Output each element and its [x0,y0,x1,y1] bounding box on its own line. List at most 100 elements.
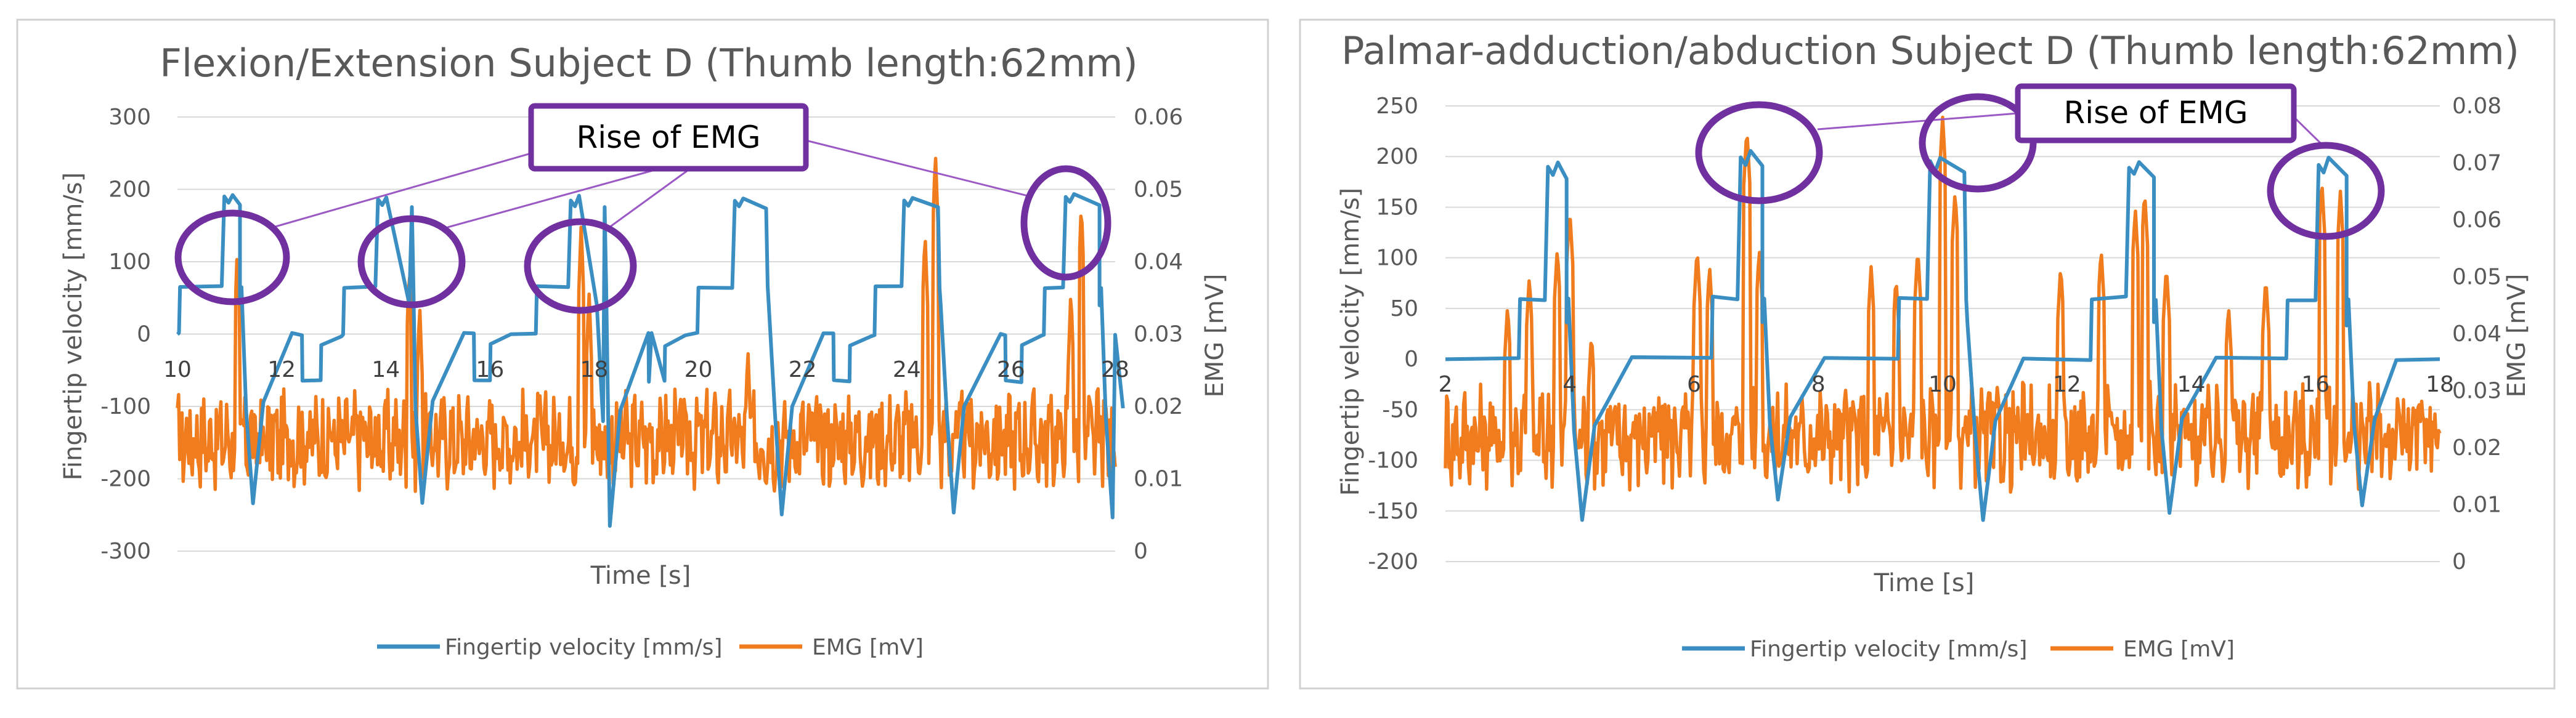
x-axis-label: Time [s] [1874,569,1975,597]
x-axis-label: Time [s] [590,562,691,590]
y-axis-ticks: -200 -150 -100 -50 0 50 100 150 200 250 [1368,94,1418,575]
y-tick-label: -200 [100,467,151,492]
callout-box [2015,83,2297,143]
y-tick-label: 0 [1404,347,1418,372]
y-tick-label: 100 [1376,246,1418,271]
callout-box [528,103,809,172]
callout-label: Rise of EMG [2064,95,2248,131]
y2-tick-label: 0.04 [2452,321,2501,347]
y2-axis-ticks: 0 0.01 0.02 0.03 0.04 0.05 0.06 0.07 0.08 [2452,94,2501,575]
y-tick-label: 300 [108,105,151,130]
callout-connector [2293,116,2324,147]
y2-tick-label: 0.05 [2452,265,2501,290]
y-tick-label: -200 [1368,549,1418,575]
x-tick-label: 24 [893,357,921,382]
y2-tick-label: 0.08 [2452,94,2501,119]
x-tick-label: 18 [2426,372,2454,397]
highlight-ellipse [2267,142,2385,240]
y2-tick-label: 0.01 [2452,493,2501,518]
y-tick-label: 250 [1376,94,1418,119]
plot-series [176,156,1125,528]
y2-tick-label: 0.06 [2452,208,2501,233]
x-tick-label: 22 [789,357,817,382]
x-tick-label: 18 [580,357,609,382]
y-tick-label: 150 [1376,195,1418,220]
y2-tick-label: 0 [2452,549,2466,575]
x-tick-label: 14 [2177,372,2206,397]
chart-panel-palmar: Palmar-adduction/abduction Subject D (Th… [1288,0,2576,718]
y-tick-label: 100 [108,249,151,275]
emg-series-line [176,156,1117,493]
annotation-group: Rise of EMG [174,103,1111,314]
y2-tick-label: 0.02 [2452,435,2501,461]
x-tick-label: 8 [1811,372,1826,397]
chart-title: Flexion/Extension Subject D (Thumb lengt… [160,41,1137,86]
y2-axis-label: EMG [mV] [2503,273,2531,397]
y-axis-label: Fingertip velocity [mm/s] [59,172,87,480]
plot-series [1444,115,2442,522]
annotation-group: Rise of EMG [1695,83,2385,240]
x-tick-label: 4 [1562,372,1577,397]
x-tick-label: 12 [2053,372,2081,397]
callout-label: Rise of EMG [577,119,761,155]
y2-tick-label: 0.04 [1134,249,1183,275]
x-tick-label: 28 [1101,357,1129,382]
emg-series-line [1444,115,2442,494]
x-tick-label: 10 [1928,372,1957,397]
y2-axis-ticks: 0 0.01 0.02 0.03 0.04 0.05 0.06 [1134,105,1183,564]
y-tick-label: -100 [1368,448,1418,474]
chart-svg-flexion: Flexion/Extension Subject D (Thumb lengt… [16,18,1269,690]
callout-connector [441,167,660,230]
y-tick-label: 200 [1376,144,1418,169]
legend-label-emg: EMG [mV] [812,635,924,660]
highlight-ellipse [524,218,637,314]
legend: Fingertip velocity [mm/s] EMG [mV] [377,635,924,660]
y-tick-label: 200 [108,177,151,203]
x-axis-ticks: 10 12 14 16 18 20 22 24 26 28 [163,357,1129,382]
legend-label-emg: EMG [mV] [2123,637,2235,662]
y2-tick-label: 0.07 [2452,151,2501,176]
highlight-ellipse [1020,165,1111,281]
x-tick-label: 14 [372,357,400,382]
highlight-ellipse [1695,101,1823,204]
chart-title: Palmar-adduction/abduction Subject D (Th… [1341,28,2519,73]
x-tick-label: 16 [476,357,504,382]
y-axis-ticks: -300 -200 -100 0 100 200 300 [100,105,151,564]
y2-tick-label: 0.06 [1134,105,1183,130]
legend-label-velocity: Fingertip velocity [mm/s] [1750,637,2027,662]
y-tick-label: -50 [1382,397,1418,422]
y2-tick-label: 0.03 [2452,379,2501,404]
y2-tick-label: 0.05 [1134,177,1183,203]
x-tick-label: 16 [2301,372,2330,397]
velocity-series-line [1445,149,2440,522]
x-tick-label: 20 [685,357,713,382]
y2-tick-label: 0.02 [1134,394,1183,419]
x-tick-label: 6 [1687,372,1701,397]
highlight-ellipse [357,215,466,309]
y2-axis-label: EMG [mV] [1201,273,1229,397]
chart-panel-flexion: Flexion/Extension Subject D (Thumb lengt… [16,18,1269,690]
y-tick-label: -150 [1368,499,1418,524]
y2-tick-label: 0.03 [1134,322,1183,347]
callout-connector [1817,112,2018,131]
callout-connector [606,167,691,230]
velocity-series-line [176,192,1125,528]
callout-connector [270,139,577,229]
callout-connector [805,139,1033,198]
y-tick-label: -100 [100,394,151,419]
x-tick-label: 2 [1439,372,1453,397]
y-tick-label: -300 [100,539,151,564]
x-tick-label: 26 [997,357,1025,382]
legend-label-velocity: Fingertip velocity [mm/s] [445,635,722,660]
y-tick-label: 0 [137,322,151,347]
y-tick-label: 50 [1390,296,1418,321]
gridlines [177,116,1115,552]
chart-svg-palmar: Palmar-adduction/abduction Subject D (Th… [1299,18,2556,690]
x-axis-ticks: 2 4 6 8 10 12 14 16 18 [1439,372,2454,397]
y2-tick-label: 0.01 [1134,467,1183,492]
x-tick-label: 10 [163,357,192,382]
x-tick-label: 12 [267,357,296,382]
y-axis-label: Fingertip velocity [mm/s] [1336,188,1365,496]
legend: Fingertip velocity [mm/s] EMG [mV] [1682,637,2235,662]
highlight-ellipse [174,209,290,305]
